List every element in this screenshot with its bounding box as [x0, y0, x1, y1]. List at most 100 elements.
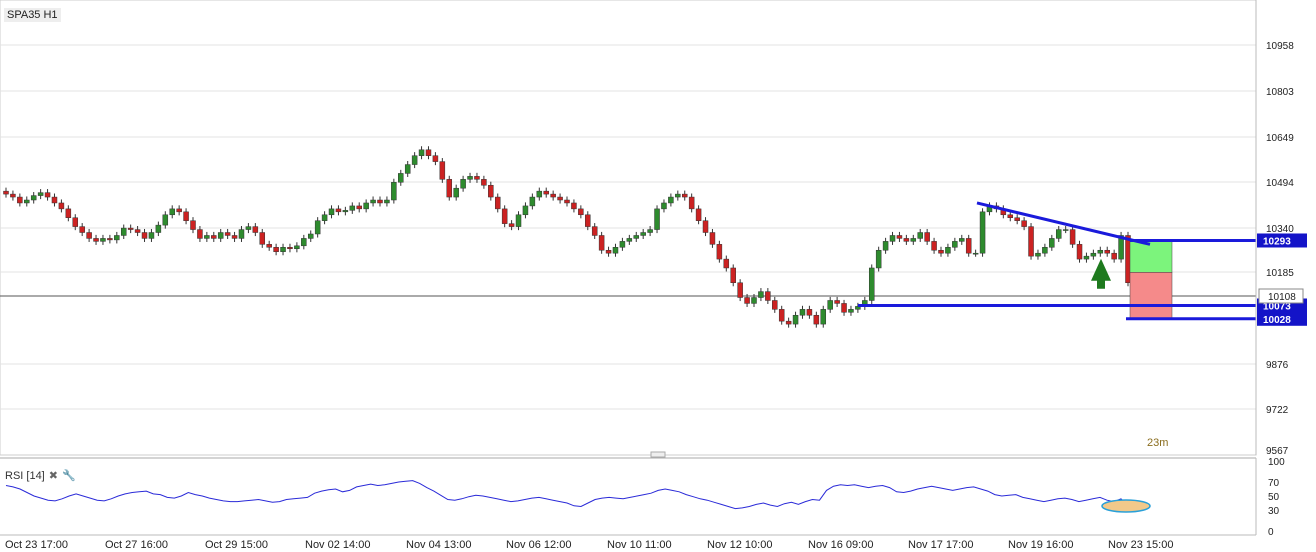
- candle-body: [848, 309, 854, 313]
- candle-body: [120, 227, 127, 236]
- candle-body: [37, 192, 44, 196]
- candle-body: [79, 226, 85, 233]
- candle-body: [134, 229, 141, 233]
- candle-body: [377, 199, 383, 204]
- take-profit-zone[interactable]: [1129, 240, 1173, 273]
- candle-body: [619, 241, 626, 248]
- candle-body: [391, 182, 397, 201]
- rsi-line: [5, 480, 1129, 510]
- candle-body: [654, 208, 660, 230]
- candle-body: [1069, 229, 1076, 245]
- stop-loss-zone[interactable]: [1129, 272, 1173, 320]
- price-tick-label: 9876: [1266, 360, 1289, 371]
- candle-body: [550, 193, 556, 198]
- candle-body: [356, 205, 362, 210]
- pane-resize-handle[interactable]: [650, 451, 666, 458]
- candle-body: [806, 309, 813, 316]
- candle-body: [917, 232, 923, 239]
- candle-body: [1083, 255, 1090, 260]
- price-axis: 10958 10803 10649 10494 10340 10185 9876 9722 95…: [1255, 0, 1294, 457]
- candle-body: [1007, 214, 1014, 218]
- candle-body: [1097, 249, 1104, 254]
- candle-body: [737, 282, 743, 298]
- candle-body: [100, 238, 106, 242]
- rsi-pane: 100 70 50 30 0: [0, 451, 1285, 538]
- time-tick-label: Oct 23 17:00: [5, 539, 68, 551]
- trendline[interactable]: [976, 201, 1151, 246]
- candle-body: [792, 314, 799, 325]
- time-tick-label: Nov 06 12:00: [506, 539, 571, 551]
- candle-body: [952, 241, 958, 248]
- candle-body: [1090, 252, 1097, 257]
- candle-body: [114, 235, 120, 241]
- candle-body: [903, 238, 910, 242]
- candle-body: [204, 235, 210, 239]
- candle-body: [190, 220, 196, 230]
- candle-body: [494, 196, 501, 210]
- candle-body: [411, 155, 418, 165]
- time-tick-label: Nov 16 09:00: [808, 539, 873, 551]
- symbol-label: SPA35 H1: [4, 8, 61, 22]
- candle-body: [896, 235, 903, 239]
- candle-body: [224, 232, 231, 236]
- level-price-tag: [1257, 233, 1307, 248]
- candle-body: [834, 300, 840, 304]
- candle-body: [522, 205, 529, 216]
- buy-arrow-icon: [1091, 258, 1111, 289]
- rsi-tick-label: 30: [1268, 506, 1280, 517]
- candle-body: [799, 309, 806, 316]
- time-axis: Oct 23 17:00 Oct 27 16:00 Oct 29 15:00 Nov …: [0, 534, 1256, 551]
- candle-body: [668, 196, 674, 204]
- candle-body: [959, 238, 965, 242]
- candle-body: [252, 226, 259, 233]
- candle-body: [875, 249, 882, 269]
- candle-body: [605, 249, 612, 254]
- candle-body: [730, 267, 736, 283]
- candle-body: [1049, 238, 1055, 248]
- current-price-label: 10108: [1268, 292, 1296, 303]
- candle-body: [723, 258, 730, 269]
- candle-body: [197, 229, 203, 239]
- candle-body: [868, 267, 875, 301]
- candle-body: [259, 232, 266, 245]
- candle-body: [681, 193, 688, 198]
- candle-body: [24, 199, 30, 204]
- candle-body: [231, 235, 238, 239]
- candle-body: [169, 208, 175, 216]
- candle-body: [813, 314, 820, 325]
- candle-body: [778, 309, 785, 322]
- candle-body: [301, 238, 307, 247]
- candle-body: [536, 190, 543, 198]
- time-tick-label: Nov 10 11:00: [607, 539, 672, 551]
- level-price-tag: [1257, 311, 1307, 326]
- wrench-icon[interactable]: 🔧: [61, 470, 76, 482]
- candle-body: [931, 241, 937, 251]
- candle-body: [633, 235, 640, 239]
- candle-body: [446, 179, 453, 198]
- candle-body: [965, 238, 972, 254]
- candle-body: [758, 291, 764, 298]
- price-tick-label: 9722: [1266, 405, 1289, 416]
- time-tick-label: Nov 02 14:00: [305, 539, 370, 551]
- candle-body: [488, 184, 494, 198]
- time-tick-label: Oct 27 16:00: [105, 539, 168, 551]
- candle-body: [751, 297, 757, 304]
- price-grid: [0, 0, 1257, 456]
- candle-body: [3, 190, 9, 195]
- candle-body: [661, 202, 667, 210]
- candle-body: [1104, 249, 1110, 254]
- close-icon[interactable]: ✖: [48, 470, 58, 482]
- rsi-oversold-marker: [1101, 499, 1151, 513]
- candle-body: [564, 199, 570, 204]
- rsi-tick-label: 100: [1268, 457, 1285, 468]
- current-price-tag: [1258, 288, 1304, 304]
- candle-body: [785, 320, 792, 325]
- rsi-label: RSI [14] ✖ 🔧: [5, 469, 76, 482]
- candle-body: [481, 179, 487, 186]
- level-price-label: 10073: [1263, 301, 1291, 312]
- candle-body: [1062, 229, 1069, 231]
- candle-body: [591, 226, 598, 236]
- candle-body: [294, 245, 300, 250]
- candle-body: [578, 208, 584, 216]
